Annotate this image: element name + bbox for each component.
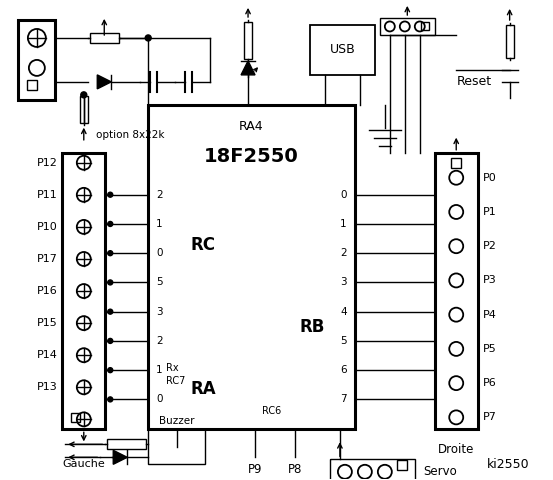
Text: P11: P11: [36, 190, 58, 200]
Text: 1: 1: [156, 365, 163, 375]
Text: 2: 2: [340, 248, 347, 258]
Text: P6: P6: [483, 378, 497, 388]
Text: RA: RA: [190, 381, 216, 398]
Bar: [435, 153, 478, 429]
Text: P16: P16: [36, 286, 58, 296]
Text: P7: P7: [483, 412, 497, 422]
Bar: [80, 96, 88, 123]
Text: USB: USB: [330, 43, 355, 57]
Text: 0: 0: [156, 248, 163, 258]
Text: P14: P14: [36, 350, 58, 360]
Text: 2: 2: [156, 190, 163, 200]
Bar: [310, 25, 375, 75]
Bar: [90, 33, 119, 43]
Text: Droite: Droite: [438, 443, 474, 456]
Text: 2: 2: [156, 336, 163, 346]
Text: 1: 1: [340, 219, 347, 229]
Text: P10: P10: [36, 222, 58, 232]
Circle shape: [108, 397, 113, 402]
Circle shape: [108, 251, 113, 256]
Text: ki2550: ki2550: [487, 458, 530, 471]
Circle shape: [108, 280, 113, 285]
Circle shape: [108, 221, 113, 227]
Text: P13: P13: [36, 382, 58, 392]
Text: Reset: Reset: [457, 75, 492, 88]
Text: 6: 6: [340, 365, 347, 375]
Bar: [107, 439, 146, 449]
Text: P5: P5: [483, 344, 497, 354]
Bar: [148, 105, 355, 429]
Bar: [451, 158, 461, 168]
Text: RC: RC: [190, 236, 215, 253]
Text: 7: 7: [340, 395, 347, 404]
Text: P17: P17: [36, 254, 58, 264]
Text: 3: 3: [340, 277, 347, 288]
Text: RA4: RA4: [239, 120, 264, 133]
Text: P4: P4: [483, 310, 497, 320]
Circle shape: [81, 92, 87, 98]
Polygon shape: [113, 450, 127, 464]
Text: 1: 1: [156, 219, 163, 229]
Polygon shape: [97, 75, 111, 89]
Bar: [505, 25, 514, 58]
Circle shape: [108, 309, 113, 314]
Text: RB: RB: [300, 318, 325, 336]
Text: P8: P8: [288, 463, 302, 476]
Text: Servo: Servo: [423, 465, 457, 478]
Text: 3: 3: [156, 307, 163, 317]
Bar: [18, 20, 55, 100]
Text: Buzzer: Buzzer: [159, 416, 195, 426]
Text: 0: 0: [156, 395, 163, 404]
Text: 5: 5: [156, 277, 163, 288]
Text: P1: P1: [483, 207, 497, 217]
Circle shape: [108, 338, 113, 343]
Text: Gauche: Gauche: [62, 459, 105, 469]
Polygon shape: [241, 61, 255, 75]
Bar: [148, 429, 205, 464]
Text: P2: P2: [483, 241, 497, 251]
Text: P3: P3: [483, 276, 497, 286]
Bar: [27, 80, 37, 90]
Text: P12: P12: [36, 158, 58, 168]
Circle shape: [108, 192, 113, 197]
Text: P9: P9: [248, 463, 262, 476]
Bar: [330, 459, 415, 480]
Text: Rx
RC7: Rx RC7: [166, 363, 186, 385]
Bar: [421, 23, 429, 30]
Bar: [62, 153, 105, 429]
Bar: [397, 460, 407, 470]
Text: option 8x22k: option 8x22k: [96, 130, 164, 140]
Circle shape: [108, 368, 113, 372]
Circle shape: [145, 35, 151, 41]
Bar: [71, 413, 80, 422]
Text: P15: P15: [36, 318, 58, 328]
Text: RC6: RC6: [262, 407, 281, 416]
Text: P0: P0: [483, 173, 497, 183]
Bar: [244, 22, 252, 59]
Text: 5: 5: [340, 336, 347, 346]
Text: 4: 4: [340, 307, 347, 317]
Text: 0: 0: [341, 190, 347, 200]
Bar: [380, 18, 435, 35]
Text: 18F2550: 18F2550: [204, 147, 299, 166]
